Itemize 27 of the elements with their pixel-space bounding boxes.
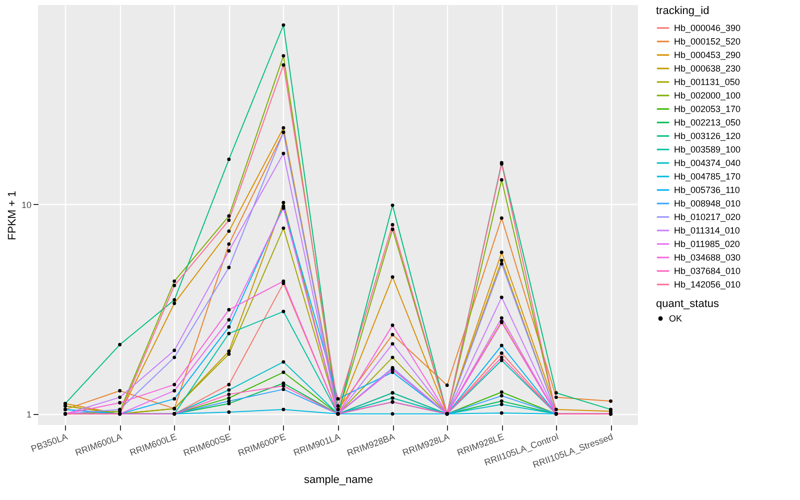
legend-label: Hb_000152_520 [674, 36, 741, 46]
text: OK [669, 314, 682, 324]
legend-label: Hb_001131_050 [674, 77, 740, 87]
legend-label: Hb_002053_170 [674, 104, 741, 114]
legend-label: Hb_002213_050 [674, 118, 741, 128]
x-axis-title: sample_name [304, 474, 374, 486]
legend-label: Hb_004374_040 [674, 158, 741, 168]
y-tick-label: 1 [26, 409, 32, 420]
legend-label: Hb_002000_100 [674, 90, 741, 100]
legend-label: Hb_011985_020 [674, 239, 740, 249]
y-tick-label: 10 [21, 200, 32, 210]
legend-label: Hb_008948_010 [674, 198, 741, 208]
legend-label: Hb_003126_120 [674, 131, 741, 141]
text: quant_status [656, 298, 720, 310]
legend-label: Hb_003589_100 [674, 144, 741, 154]
legend-label: Hb_004785_170 [674, 172, 741, 182]
legend-label: Hb_010217_020 [674, 212, 741, 222]
legend-title: tracking_id [656, 5, 710, 17]
legend-label: Hb_000453_290 [674, 50, 741, 60]
y-axis-title: FPKM + 1 [6, 190, 18, 240]
legend-label: Hb_034688_030 [674, 252, 741, 262]
legend-label: Hb_142056_010 [674, 280, 741, 290]
legend-label: Hb_000638_230 [674, 64, 741, 74]
legend-label: Hb_011314_010 [674, 226, 740, 236]
legend-label: Hb_000046_390 [674, 23, 741, 33]
legend-label: Hb_037684_010 [674, 266, 741, 276]
legend-label: Hb_005736_110 [674, 185, 740, 195]
